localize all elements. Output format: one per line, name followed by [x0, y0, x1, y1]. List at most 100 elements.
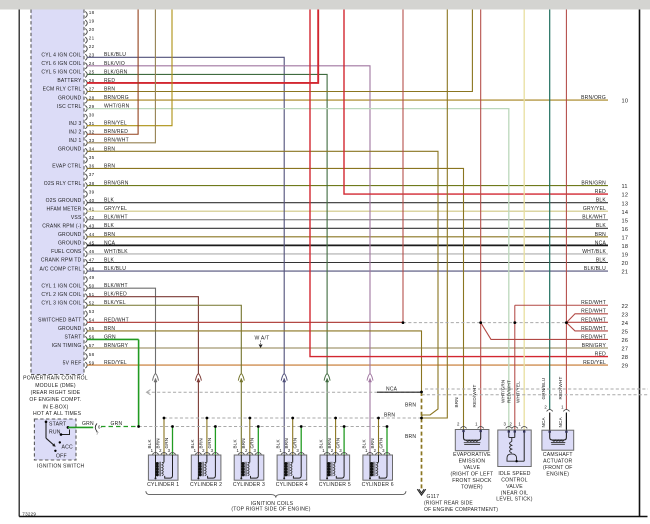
- svg-text:47: 47: [89, 258, 95, 263]
- svg-text:BRN: BRN: [241, 438, 246, 448]
- svg-text:BRN: BRN: [104, 163, 115, 169]
- svg-text:53: 53: [89, 309, 95, 314]
- svg-text:25: 25: [89, 70, 95, 75]
- svg-text:CYL 1 IGN COIL: CYL 1 IGN COIL: [41, 283, 81, 289]
- svg-text:41: 41: [89, 206, 95, 211]
- svg-text:49: 49: [89, 275, 95, 280]
- svg-text:ACC: ACC: [62, 444, 74, 450]
- svg-text:OF ENGINE COMPT.: OF ENGINE COMPT.: [29, 397, 81, 403]
- svg-text:32: 32: [89, 129, 95, 134]
- svg-text:3: 3: [168, 448, 171, 453]
- svg-text:45: 45: [89, 241, 95, 246]
- svg-text:BLK/BLU: BLK/BLU: [104, 266, 126, 272]
- svg-text:BLK/GRN: BLK/GRN: [104, 69, 128, 75]
- svg-text:BLK: BLK: [147, 438, 152, 448]
- svg-text:BLK: BLK: [596, 257, 607, 263]
- svg-text:46: 46: [89, 249, 95, 254]
- svg-text:BRN/ORG: BRN/ORG: [104, 95, 129, 101]
- svg-text:GRN: GRN: [207, 438, 212, 449]
- svg-text:WHT/BLK: WHT/BLK: [104, 249, 128, 255]
- svg-text:21: 21: [89, 35, 95, 40]
- svg-text:1: 1: [194, 448, 197, 453]
- svg-text:30: 30: [89, 112, 95, 117]
- svg-text:BLK/WHT: BLK/WHT: [104, 283, 128, 289]
- svg-text:1: 1: [475, 421, 478, 426]
- svg-text:1: 1: [279, 448, 282, 453]
- svg-text:NCA: NCA: [386, 387, 398, 393]
- svg-text:OF ENGINE COMPARTMENT): OF ENGINE COMPARTMENT): [424, 507, 498, 513]
- svg-text:BRN/GRN: BRN/GRN: [581, 180, 606, 186]
- svg-text:GRN/BLU: GRN/BLU: [541, 378, 546, 400]
- svg-text:38: 38: [89, 181, 95, 186]
- svg-text:CRANK RPM (-): CRANK RPM (-): [42, 224, 81, 230]
- svg-text:BRN: BRN: [327, 438, 332, 448]
- svg-text:BRN: BRN: [104, 326, 115, 332]
- svg-text:BLK: BLK: [104, 223, 115, 229]
- svg-text:18: 18: [89, 10, 95, 15]
- svg-text:20: 20: [89, 27, 95, 32]
- svg-text:13: 13: [622, 201, 629, 207]
- svg-text:2: 2: [509, 421, 512, 426]
- svg-text:48: 48: [89, 266, 95, 271]
- svg-text:MODULE (DME): MODULE (DME): [35, 383, 76, 389]
- svg-text:24: 24: [89, 61, 95, 66]
- svg-text:BLK: BLK: [104, 198, 115, 204]
- svg-text:55: 55: [89, 326, 95, 331]
- svg-text:RED/WHT: RED/WHT: [506, 380, 511, 403]
- svg-text:TOWER): TOWER): [461, 485, 483, 491]
- svg-text:3: 3: [211, 448, 214, 453]
- svg-text:22: 22: [89, 44, 95, 49]
- svg-text:START: START: [64, 335, 81, 341]
- svg-text:RED/WHT: RED/WHT: [581, 300, 606, 306]
- svg-text:23: 23: [89, 53, 95, 58]
- svg-text:ENGINE): ENGINE): [546, 472, 569, 478]
- svg-text:19: 19: [622, 253, 629, 259]
- svg-text:CRANK RPM TD: CRANK RPM TD: [41, 258, 82, 264]
- svg-text:BRN: BRN: [405, 434, 416, 440]
- svg-text:NCA: NCA: [595, 240, 607, 246]
- svg-text:2: 2: [374, 448, 377, 453]
- svg-text:WHT/BLK: WHT/BLK: [582, 249, 606, 255]
- svg-text:GROUND: GROUND: [58, 326, 82, 332]
- svg-text:NCA: NCA: [558, 416, 563, 427]
- svg-text:11: 11: [622, 184, 628, 190]
- svg-text:CYLINDER 5: CYLINDER 5: [319, 482, 351, 488]
- svg-text:57: 57: [89, 343, 95, 348]
- svg-text:BRN/RED: BRN/RED: [104, 129, 128, 135]
- svg-text:GRN: GRN: [336, 438, 341, 449]
- svg-text:(RIGHT REAR SIDE: (RIGHT REAR SIDE: [424, 500, 473, 506]
- svg-text:LEVEL STICK): LEVEL STICK): [496, 497, 533, 503]
- svg-text:GROUND: GROUND: [58, 232, 82, 238]
- svg-text:BRN: BRN: [405, 402, 416, 408]
- svg-text:RUN: RUN: [49, 429, 61, 435]
- svg-text:WHT/GRN: WHT/GRN: [104, 104, 130, 110]
- svg-text:IGNITION COILS: IGNITION COILS: [251, 501, 294, 507]
- svg-text:GRN: GRN: [293, 438, 298, 449]
- svg-text:GROUND: GROUND: [58, 241, 82, 247]
- svg-text:52: 52: [89, 300, 95, 305]
- svg-text:BRN/WHT: BRN/WHT: [104, 138, 129, 144]
- svg-text:BLK/VIO: BLK/VIO: [104, 61, 125, 67]
- svg-text:33: 33: [89, 138, 95, 143]
- svg-text:15: 15: [622, 218, 629, 224]
- svg-text:BLK/RED: BLK/RED: [104, 292, 127, 298]
- svg-text:GRN: GRN: [111, 421, 123, 427]
- svg-text:43: 43: [89, 224, 95, 229]
- svg-text:RED/WHT: RED/WHT: [472, 385, 477, 408]
- svg-text:VALVE: VALVE: [506, 484, 523, 490]
- svg-text:EVAPORATIVE: EVAPORATIVE: [453, 452, 491, 458]
- svg-text:(NEAR OIL: (NEAR OIL: [501, 490, 528, 496]
- svg-text:22: 22: [622, 304, 629, 310]
- svg-text:RED: RED: [595, 351, 606, 357]
- svg-text:3: 3: [339, 448, 342, 453]
- svg-text:CYL 5 IGN COIL: CYL 5 IGN COIL: [41, 70, 81, 76]
- svg-text:12: 12: [622, 193, 629, 199]
- svg-text:EMISSION: EMISSION: [459, 459, 486, 465]
- svg-text:54: 54: [89, 318, 95, 323]
- svg-text:HFAM METER: HFAM METER: [47, 206, 82, 212]
- svg-text:27: 27: [622, 347, 629, 353]
- svg-text:BRN: BRN: [155, 438, 160, 448]
- svg-text:CONTROL: CONTROL: [501, 478, 527, 484]
- svg-text:WHT/GRN: WHT/GRN: [500, 380, 505, 403]
- svg-text:IDLE SPEED: IDLE SPEED: [498, 471, 530, 477]
